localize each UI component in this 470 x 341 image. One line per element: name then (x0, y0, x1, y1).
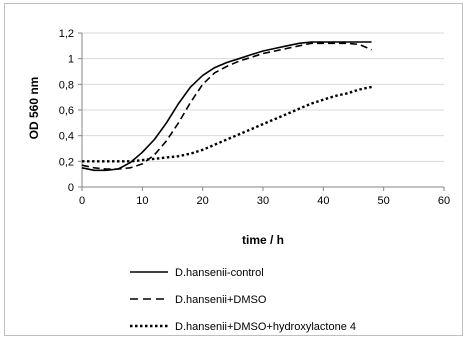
y-tick-label: 1,2 (59, 28, 74, 40)
x-tick-label: 10 (136, 195, 148, 207)
y-tick-label: 1 (68, 54, 74, 66)
y-tick-label: 0,2 (59, 156, 74, 168)
chart-frame (4, 3, 463, 336)
legend: D.hansenii-control D.hansenii+DMSO D.hanse… (130, 267, 356, 333)
x-tick-label: 60 (438, 195, 450, 207)
y-tick-label: 0,4 (59, 131, 74, 143)
x-axis-title: time / h (242, 233, 284, 247)
x-tick-label: 50 (378, 195, 390, 207)
series-lines (81, 41, 372, 172)
y-axis-title: OD 560 nm (27, 77, 41, 140)
tick-labels: 0 0,2 0,4 0,6 0,8 1 1,2 0 10 20 30 40 50 60 (59, 28, 450, 207)
series-line-3 (82, 85, 372, 163)
y-tick-label: 0 (68, 182, 74, 194)
x-tick-label: 0 (79, 195, 85, 207)
legend-label-2: D.hansenii+DMSO (175, 294, 267, 306)
gridlines (82, 32, 444, 162)
x-tick-label: 40 (317, 195, 329, 207)
series-line-2 (81, 42, 372, 170)
series-line-1 (81, 41, 372, 172)
y-tick-label: 0,8 (59, 79, 74, 91)
legend-label-1: D.hansenii-control (175, 267, 264, 279)
x-tick-label: 30 (257, 195, 269, 207)
x-tick-label: 20 (197, 195, 209, 207)
y-tick-label: 0,6 (59, 105, 74, 117)
legend-label-3: D.hansenii+DMSO+hydroxylactone 4 (175, 321, 356, 333)
axes (78, 32, 445, 191)
